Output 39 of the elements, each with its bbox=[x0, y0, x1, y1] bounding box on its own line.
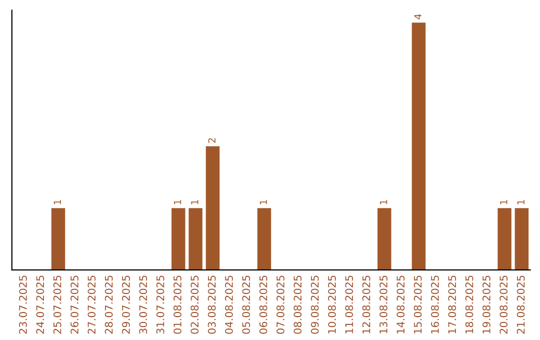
x-tick-label: 08.08.2025 bbox=[294, 276, 302, 334]
x-tick-label: 23.07.2025 bbox=[19, 276, 27, 334]
data-label: 1 bbox=[500, 200, 508, 204]
x-tick-label: 12.08.2025 bbox=[362, 276, 370, 334]
x-tick-label: 10.08.2025 bbox=[328, 276, 336, 334]
data-label: 1 bbox=[260, 200, 267, 204]
x-tick-label: 11.08.2025 bbox=[345, 276, 354, 334]
x-tick-label: 03.08.2025 bbox=[208, 276, 216, 334]
data-label: 1 bbox=[174, 200, 182, 204]
x-tick-label: 13.08.2025 bbox=[380, 276, 388, 334]
data-label: 2 bbox=[208, 138, 216, 143]
data-label: 4 bbox=[414, 14, 422, 20]
data-label: 1 bbox=[380, 200, 388, 204]
x-tick-label: 19.08.2025 bbox=[482, 276, 490, 334]
x-tick-label: 04.08.2025 bbox=[225, 276, 233, 334]
x-tick-label: 01.08.2025 bbox=[174, 276, 182, 334]
x-tick-label: 17.08.2025 bbox=[448, 276, 456, 334]
x-tick-label: 24.07.2025 bbox=[36, 276, 44, 334]
x-tick-label: 31.07.2025 bbox=[156, 276, 164, 334]
x-tick-label: 15.08.2025 bbox=[414, 276, 422, 334]
x-tick-label: 09.08.2025 bbox=[310, 276, 319, 334]
x-tick-label: 07.08.2025 bbox=[276, 276, 284, 334]
x-tick-label: 21.08.2025 bbox=[516, 276, 525, 334]
x-tick-label: 27.07.2025 bbox=[88, 276, 96, 334]
data-label: 1 bbox=[517, 200, 524, 204]
x-tick-label: 18.08.2025 bbox=[465, 276, 474, 334]
x-tick-label: 28.07.2025 bbox=[104, 276, 113, 334]
data-label: 1 bbox=[191, 200, 198, 204]
x-tick-label: 14.08.2025 bbox=[396, 276, 405, 334]
x-tick-label: 02.08.2025 bbox=[190, 276, 199, 334]
x-tick-label: 20.08.2025 bbox=[500, 276, 508, 334]
x-tick-label: 29.07.2025 bbox=[122, 276, 130, 334]
x-tick-label: 25.07.2025 bbox=[53, 276, 62, 334]
data-label: 1 bbox=[54, 200, 61, 204]
x-tick-label: 06.08.2025 bbox=[259, 276, 268, 334]
x-tick-label: 30.07.2025 bbox=[139, 276, 148, 334]
x-tick-label: 05.08.2025 bbox=[242, 276, 250, 334]
x-tick-label: 16.08.2025 bbox=[431, 276, 439, 334]
x-tick-label: 26.07.2025 bbox=[70, 276, 78, 334]
